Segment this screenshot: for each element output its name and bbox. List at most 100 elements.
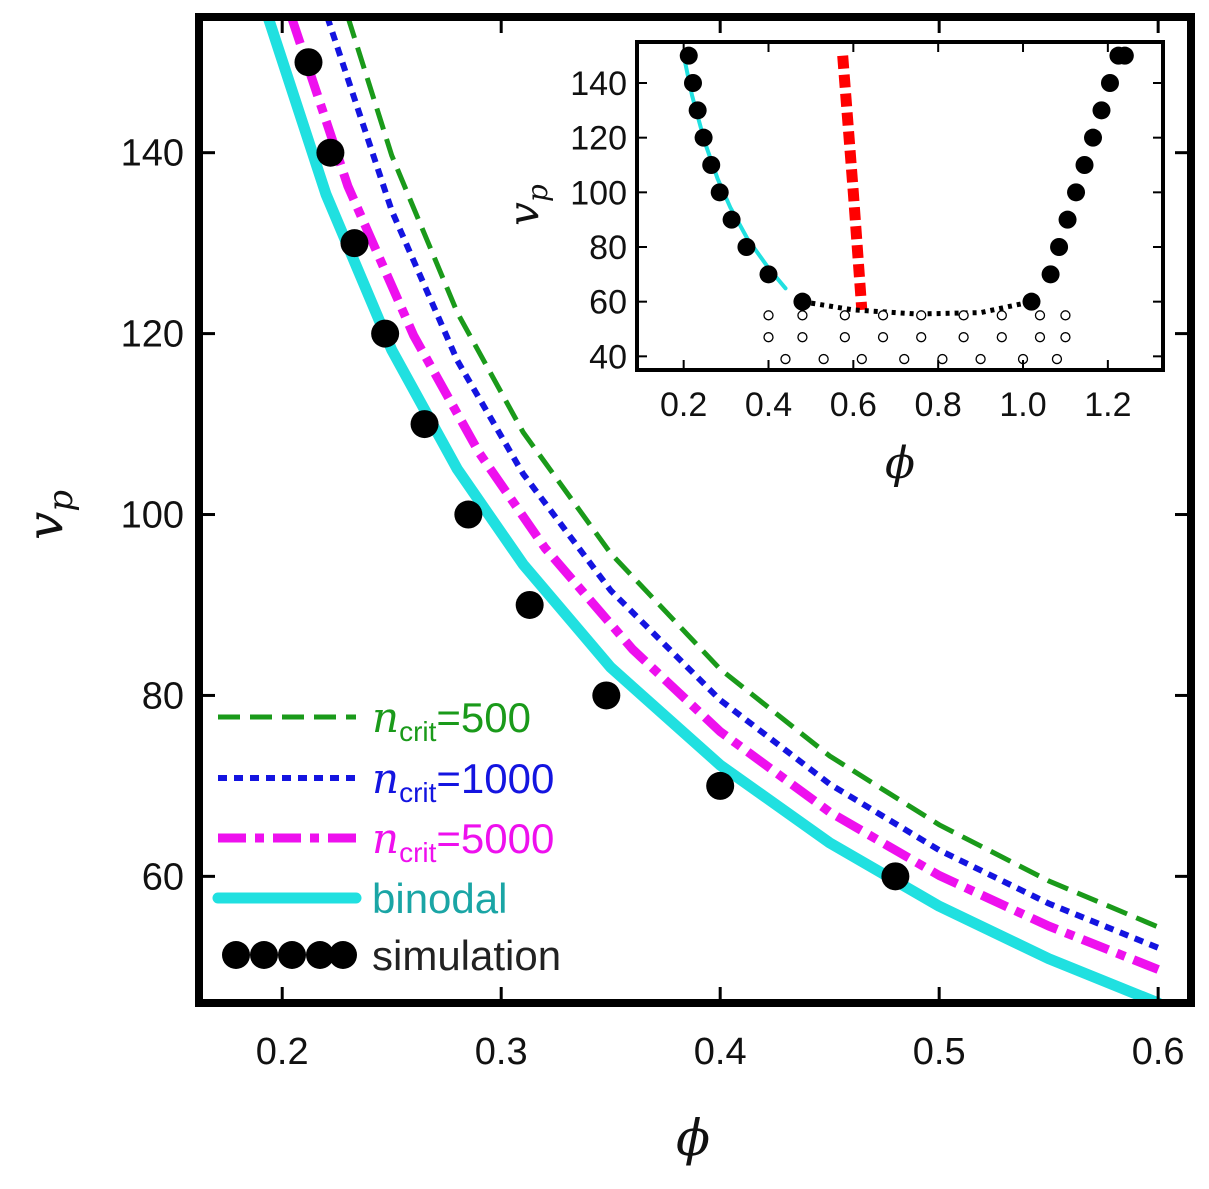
main-series-line-n-crit-1000 — [324, 17, 1160, 951]
legend-label-sub: crit — [399, 777, 437, 808]
inset-x-tick-label: 0.2 — [660, 386, 707, 424]
inset-simulation-point — [1058, 210, 1077, 229]
inset-homogeneous-point — [996, 310, 1007, 321]
inset-homogeneous-point — [763, 310, 774, 321]
inset-simulation-point — [1041, 265, 1060, 284]
inset-x-tick-label: 0.8 — [915, 386, 962, 424]
inset-homogeneous-point — [1034, 310, 1046, 321]
legend-marker-simulation — [250, 941, 278, 969]
inset-homogeneous-point — [916, 310, 927, 321]
main-y-tick-label: 60 — [142, 856, 184, 898]
inset-homogeneous-point — [780, 353, 791, 365]
inset-homogeneous-point — [958, 332, 969, 343]
main-simulation-point — [592, 681, 621, 710]
inset-homogeneous-point — [899, 353, 910, 365]
legend-label-main: n — [372, 693, 399, 742]
svg-text:vp: vp — [499, 184, 554, 226]
main-y-tick-label: 100 — [121, 495, 184, 537]
legend-marker-simulation — [306, 941, 334, 969]
inset-homogeneous-point — [1060, 310, 1071, 321]
legend-label-sub: crit — [399, 837, 437, 868]
legend-marker-simulation — [329, 941, 357, 969]
legend-label-n-crit-500: ncrit=500 — [372, 693, 531, 747]
inset-homogeneous-point — [996, 332, 1007, 343]
inset-series-line-spinodal — [837, 55, 868, 311]
inset-simulation-point — [702, 156, 721, 174]
main-simulation-point — [706, 771, 735, 800]
inset-background — [637, 42, 1163, 370]
inset-x-tick-label: 1.2 — [1084, 386, 1131, 424]
legend-label-tail: =1000 — [436, 755, 554, 802]
inset-homogeneous-point — [763, 332, 774, 343]
inset-simulation-point — [1050, 238, 1069, 256]
main-series-line-binodal — [262, 17, 1164, 1003]
inset-homogeneous-point — [797, 310, 808, 321]
inset-x-tick-label: 0.4 — [745, 386, 792, 424]
legend-label-binodal: binodal — [372, 875, 507, 922]
main-simulation-point — [515, 590, 544, 619]
main-x-tick-label: 0.2 — [256, 1031, 309, 1073]
inset-simulation-point — [1092, 101, 1111, 120]
inset-y-axis-title-sub: p — [521, 184, 554, 202]
main-simulation-point — [371, 319, 400, 348]
inset-simulation-point — [722, 210, 741, 229]
main-x-tick-label: 0.6 — [1132, 1031, 1185, 1073]
inset-homogeneous-point — [1034, 332, 1046, 343]
main-simulation-point — [294, 48, 323, 77]
inset-homogeneous-point — [975, 353, 986, 365]
legend-marker-simulation — [222, 941, 250, 969]
main-simulation-point — [881, 862, 910, 891]
main-y-tick-label: 120 — [121, 314, 184, 356]
inset-homogeneous-point — [937, 353, 948, 365]
main-y-axis-title-main: v — [16, 512, 74, 540]
main-y-tick-label: 80 — [142, 675, 184, 717]
legend-label-n-crit-1000: ncrit=1000 — [372, 754, 554, 808]
main-simulation-point — [410, 410, 439, 439]
inset-homogeneous-point — [856, 353, 867, 365]
main-x-tick-label: 0.5 — [913, 1031, 966, 1073]
inset-simulation-point — [688, 101, 707, 120]
inset-plot-frame — [635, 40, 1165, 372]
inset-homogeneous-point — [958, 310, 969, 321]
inset-homogeneous-point — [877, 332, 889, 343]
inset-homogeneous-point — [1051, 353, 1063, 365]
main-simulation-point — [316, 138, 345, 167]
inset-simulation-point — [683, 74, 702, 92]
inset-x-axis-title: ϕ — [885, 438, 915, 489]
legend-label-sub: crit — [399, 716, 437, 747]
inset-simulation-point — [1115, 46, 1134, 65]
inset-simulation-point — [759, 265, 778, 284]
main-y-axis-title-sub: p — [41, 490, 81, 512]
main-x-axis-title: ϕ — [676, 1109, 710, 1167]
inset-simulation-point — [1084, 128, 1103, 147]
legend-label-n-crit-5000: ncrit=5000 — [372, 814, 554, 868]
main-y-axis-title: vp — [16, 490, 81, 540]
inset-homogeneous-point — [839, 332, 851, 343]
main-plot-frame — [195, 13, 1195, 1007]
inset-y-axis-title: vp — [499, 184, 554, 226]
main-simulation-point — [340, 229, 369, 258]
inset-simulation-point — [694, 128, 713, 147]
main-x-tick-label: 0.3 — [475, 1031, 528, 1073]
inset-homogeneous-point — [797, 332, 808, 343]
inset-simulation-point — [1075, 156, 1094, 174]
inset-y-tick-label: 120 — [570, 120, 627, 158]
inset-simulation-point — [793, 292, 812, 311]
inset-x-tick-label: 0.6 — [830, 386, 877, 424]
main-y-tick-label: 140 — [121, 133, 184, 175]
legend-label-simulation: simulation — [372, 932, 561, 979]
inset-x-tick-label: 1.0 — [999, 386, 1046, 424]
inset-homogeneous-point — [1060, 332, 1071, 343]
inset-homogeneous-point — [818, 353, 829, 365]
inset-y-tick-label: 100 — [570, 174, 627, 212]
inset-homogeneous-point — [839, 310, 851, 321]
inset-y-tick-label: 40 — [589, 338, 627, 376]
legend-label-tail: =5000 — [436, 815, 554, 862]
legend-label-main: n — [372, 754, 399, 803]
legend-label-main: n — [372, 814, 399, 863]
inset-homogeneous-point — [916, 332, 927, 343]
inset-homogeneous-point — [877, 310, 889, 321]
inset-y-tick-label: 140 — [570, 65, 627, 103]
inset-y-axis-title-main: v — [499, 202, 548, 226]
